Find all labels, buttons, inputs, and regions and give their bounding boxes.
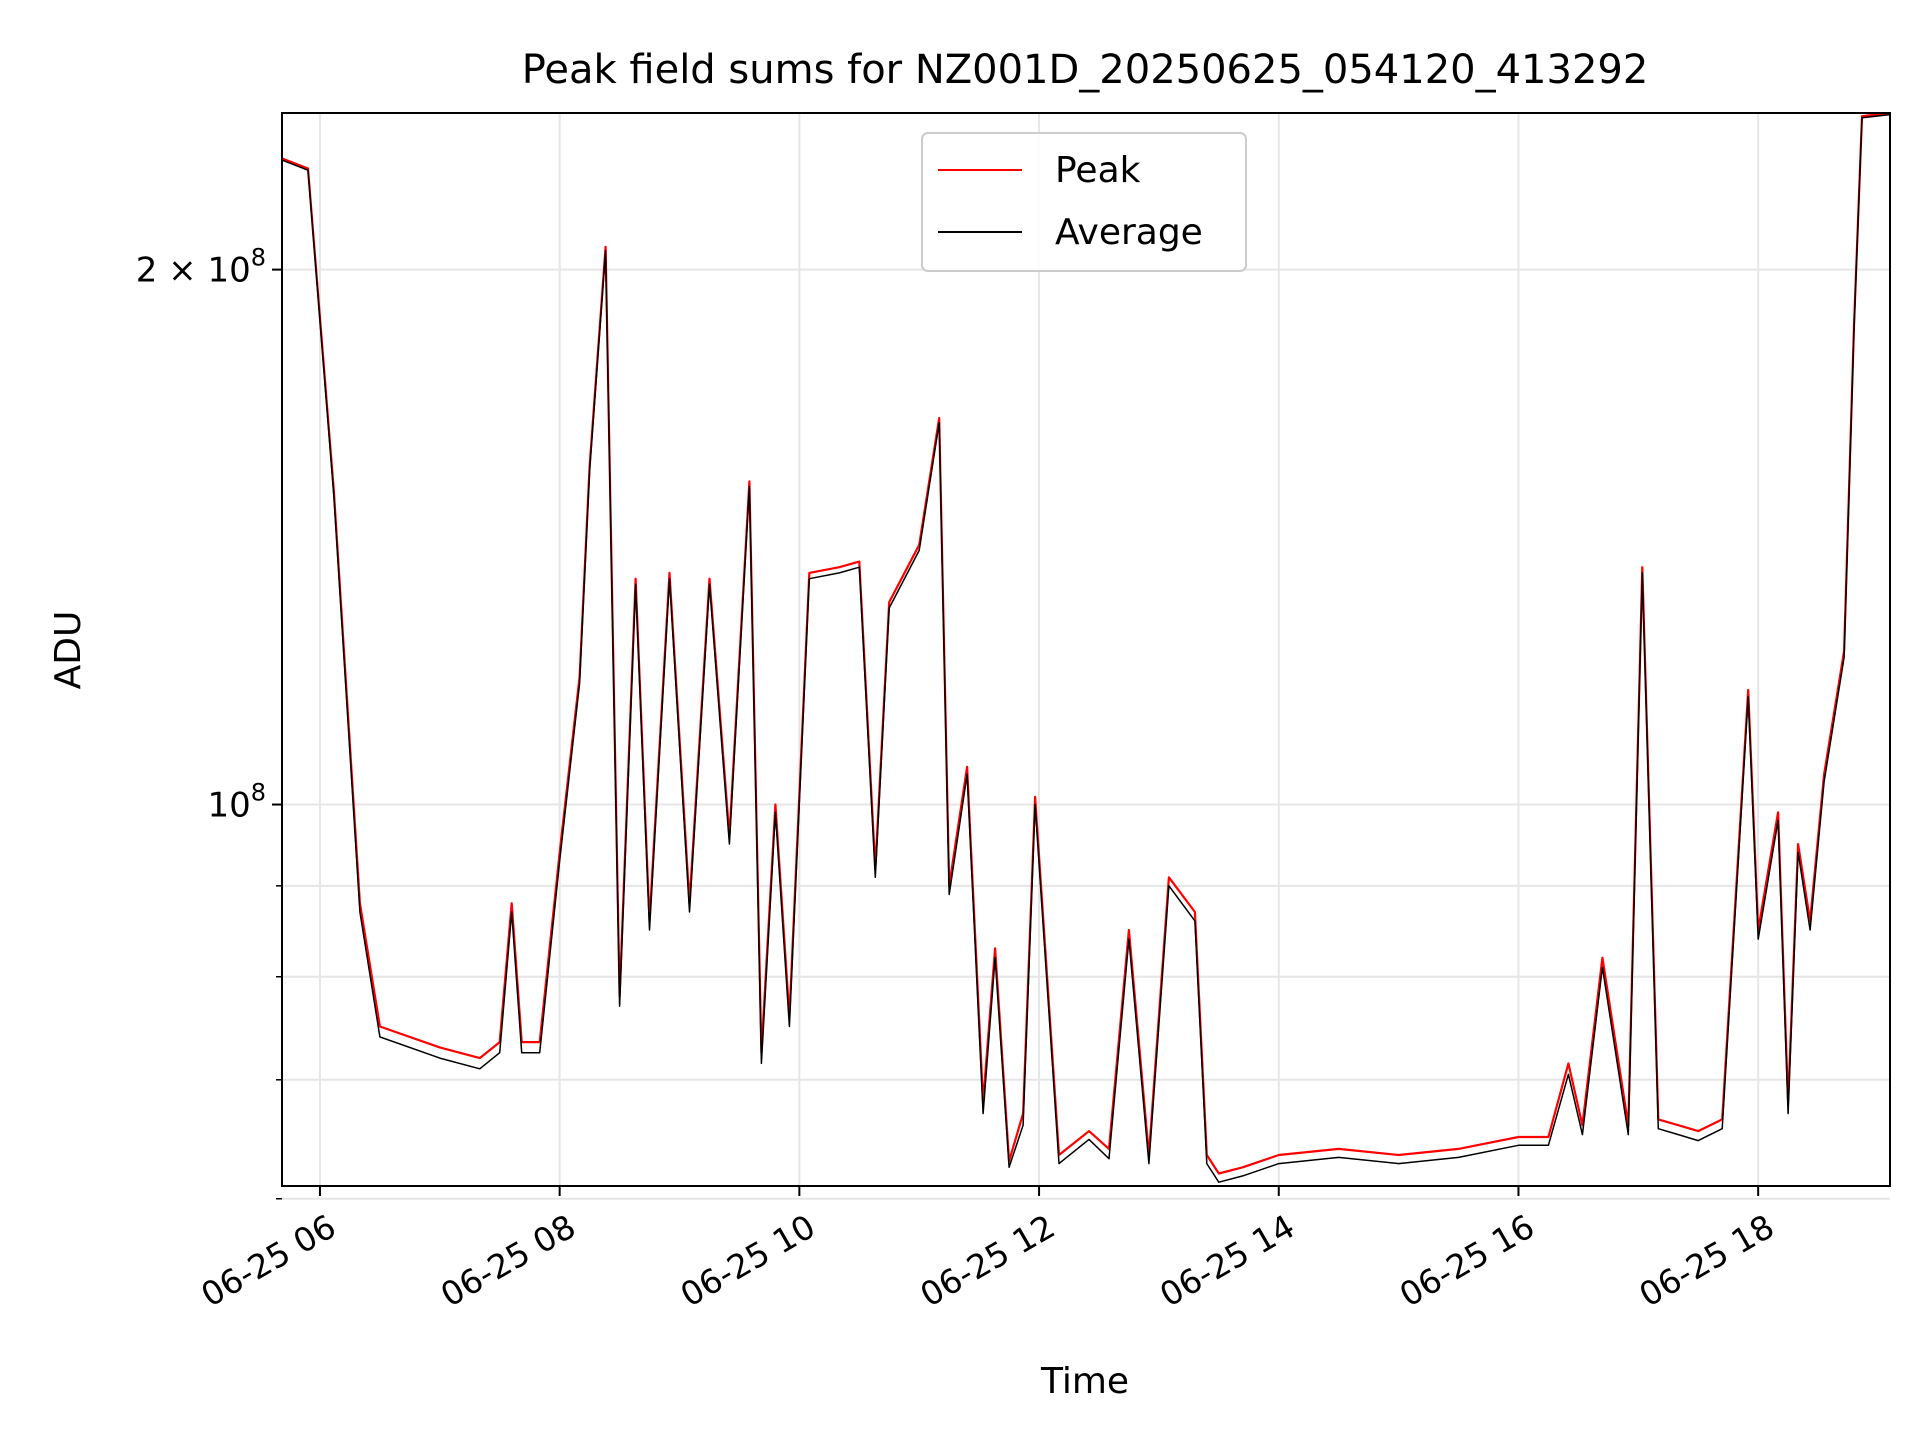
x-tick-label: 06-25 06 [194,1207,342,1315]
series-line-peak [281,111,1891,1175]
legend-box [921,132,1247,272]
x-tick-label: 06-25 14 [1153,1207,1301,1315]
x-tick-label: 06-25 10 [674,1207,822,1315]
y-axis: 108 2 × 108 [136,244,282,1200]
legend: Peak Average [921,132,1247,272]
x-tick-label: 06-25 16 [1393,1207,1541,1315]
y-axis-label: ADU [48,611,89,690]
grid [282,113,1890,1200]
legend-label-peak: Peak [1055,150,1141,191]
chart-title: Peak field sums for NZ001D_20250625_0541… [522,47,1649,93]
legend-label-average: Average [1055,212,1203,253]
x-axis-label: Time [1040,1361,1129,1402]
plot-frame [281,112,1891,1187]
x-axis: 06-25 06 06-25 08 06-25 10 06-25 12 06-25 14… [194,1186,1781,1315]
x-tick-label: 06-25 18 [1633,1207,1781,1315]
series-lines [281,111,1891,1183]
series-line-average [281,113,1891,1183]
y-tick-label: 2 × 108 [136,244,266,291]
x-tick-label: 06-25 12 [913,1207,1061,1315]
y-tick-label: 108 [207,779,266,826]
x-tick-label: 06-25 08 [434,1207,582,1315]
